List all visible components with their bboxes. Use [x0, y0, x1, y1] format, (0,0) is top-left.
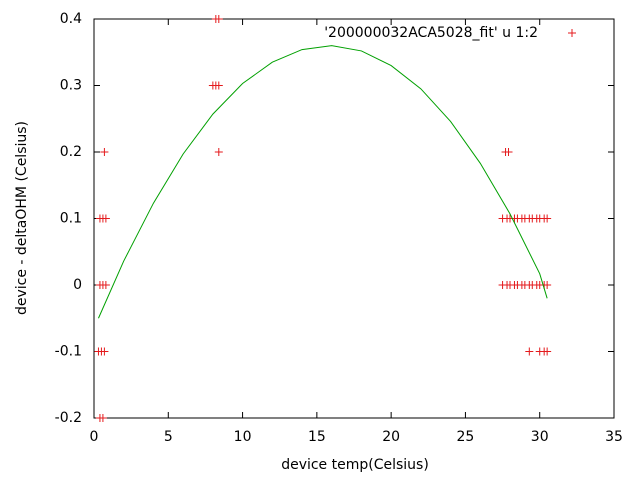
- point: [101, 281, 110, 289]
- x-tick-label: 25: [457, 429, 475, 445]
- y-tick-label: -0.1: [55, 344, 82, 360]
- point: [100, 148, 109, 156]
- point: [504, 148, 513, 156]
- x-tick-label: 20: [382, 429, 400, 445]
- point: [543, 214, 552, 223]
- point: [214, 15, 223, 23]
- y-tick-label: -0.2: [55, 410, 82, 426]
- point: [101, 214, 110, 223]
- point: [214, 148, 223, 156]
- x-tick-label: 5: [164, 429, 173, 445]
- y-tick-label: 0.1: [60, 211, 82, 227]
- y-tick-label: 0.4: [60, 11, 82, 27]
- y-tick-label: 0: [73, 277, 82, 293]
- point: [214, 81, 223, 90]
- y-tick-label: 0.3: [60, 78, 82, 94]
- point: [98, 414, 107, 422]
- x-axis-label: device temp(Celsius): [281, 457, 429, 473]
- x-tick-label: 35: [605, 429, 623, 445]
- y-axis-label: device - deltaOHM (Celsius): [14, 121, 30, 315]
- x-tick-label: 0: [90, 429, 99, 445]
- point: [100, 347, 109, 356]
- legend-label: '200000032ACA5028_fit' u 1:2: [324, 25, 538, 41]
- point: [543, 281, 552, 289]
- legend-marker: [568, 29, 576, 37]
- x-tick-label: 10: [234, 429, 252, 445]
- fit-curve: [97, 45, 548, 319]
- x-tick-label: 15: [308, 429, 326, 445]
- point: [543, 347, 552, 356]
- x-tick-label: 30: [531, 429, 549, 445]
- y-tick-label: 0.2: [60, 144, 82, 160]
- point: [525, 347, 534, 356]
